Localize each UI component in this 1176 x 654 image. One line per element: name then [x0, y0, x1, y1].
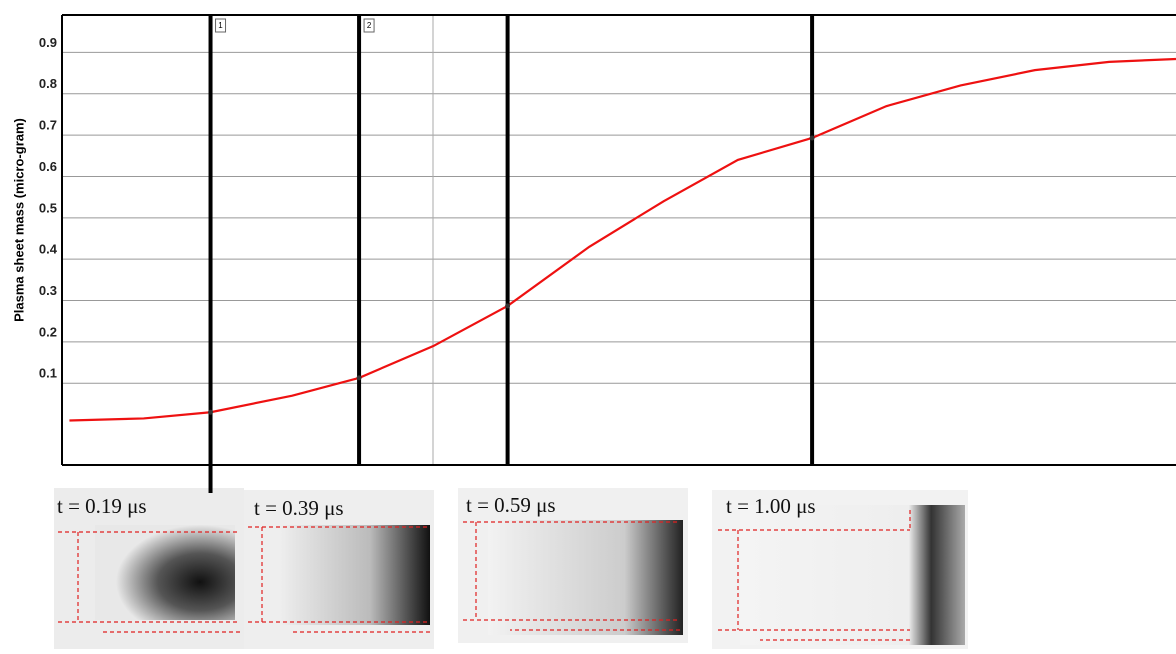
grid: [62, 52, 1176, 383]
y-tick-label: 0.8: [39, 76, 57, 91]
y-tick-label: 0.6: [39, 159, 57, 174]
marker-point: [357, 375, 362, 380]
time-caption: t = 0.19 μs: [57, 494, 147, 518]
y-tick-label: 0.7: [39, 118, 57, 133]
marker-point: [505, 303, 510, 308]
y-tick-label: 0.5: [39, 200, 57, 215]
time-caption: t = 0.59 μs: [466, 493, 556, 517]
photo-plasma: [488, 520, 683, 635]
marker-point: [208, 410, 213, 415]
marker-point: [810, 135, 815, 140]
y-tick-label: 0.1: [39, 366, 57, 381]
marker-tag: 1: [218, 21, 223, 30]
photo-plasma: [740, 505, 965, 645]
y-tick-label: 0.2: [39, 324, 57, 339]
y-axis-label: Plasma sheet mass (micro-gram): [11, 118, 26, 322]
y-tick-label: 0.3: [39, 283, 57, 298]
y-tick-label: 0.4: [39, 242, 58, 257]
photo-plasma: [95, 525, 235, 620]
page: {"chart_data": {"type": "line", "y_label…: [0, 0, 1176, 649]
marker-tag: 2: [367, 21, 372, 30]
time-caption: t = 1.00 μs: [726, 494, 816, 518]
time-caption: t = 0.39 μs: [254, 496, 344, 520]
photo-plasma: [280, 525, 430, 625]
y-tick-label: 0.9: [39, 35, 57, 50]
chart: Plasma sheet mass (micro-gram) 0.1 0.2 0.3…: [0, 0, 1176, 649]
data-line: [69, 59, 1176, 421]
